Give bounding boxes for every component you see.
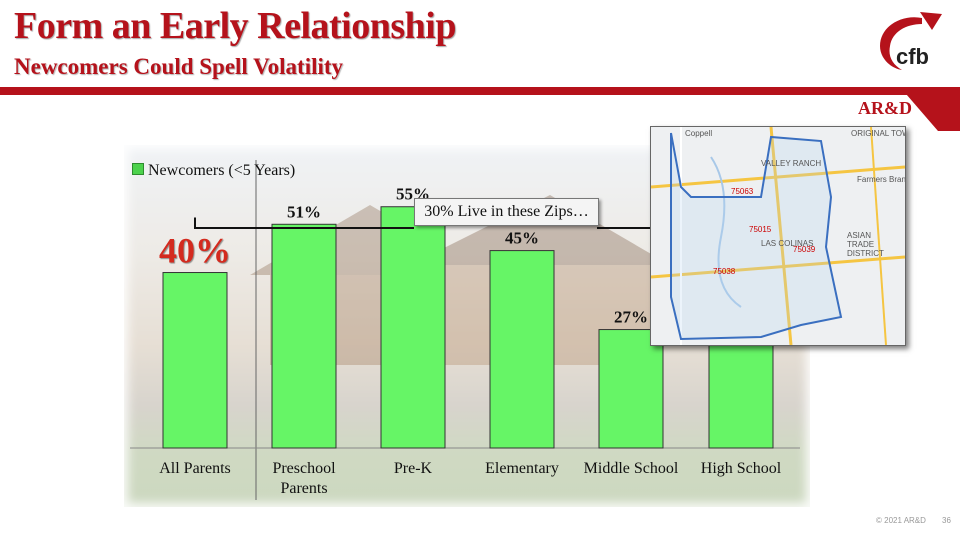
map-label: ORIGINAL TOWN xyxy=(851,129,905,138)
ard-logo: AR&D xyxy=(858,98,912,118)
bar-pre-k xyxy=(380,206,446,449)
bar-elementary xyxy=(489,250,555,449)
map-label: 75039 xyxy=(793,245,816,254)
header-rule xyxy=(0,87,960,95)
map-label: Coppell xyxy=(685,129,713,138)
callout-connector xyxy=(194,217,414,229)
copyright: © 2021 AR&D xyxy=(876,516,926,525)
legend-swatch xyxy=(132,163,144,175)
x-tick-label: Preschool xyxy=(272,460,336,477)
bar-preschool-parents xyxy=(271,223,337,449)
map-label: 75063 xyxy=(731,187,754,196)
chart-legend: Newcomers (<5 Years) xyxy=(132,162,295,180)
map-label: LAS COLINAS xyxy=(761,239,814,248)
map-label: Farmers Branch xyxy=(857,175,906,184)
legend-label: Newcomers (<5 Years) xyxy=(148,162,296,179)
x-tick-label: Pre-K xyxy=(394,460,433,477)
cfb-logo: cfb xyxy=(880,12,942,70)
bar-all-parents xyxy=(162,272,228,449)
zip-callout: 30% Live in these Zips… xyxy=(414,198,599,226)
x-tick-label: High School xyxy=(701,460,782,477)
x-tick-label: Parents xyxy=(280,480,327,497)
map-label: 75015 xyxy=(749,225,772,234)
map-label: VALLEY RANCH xyxy=(761,159,822,168)
page-subtitle: Newcomers Could Spell Volatility xyxy=(14,54,344,79)
map-label: 75038 xyxy=(713,267,736,276)
bar-high-school xyxy=(708,329,774,449)
map-graphic xyxy=(651,127,905,345)
bar-middle-school xyxy=(598,329,664,449)
header-swoosh xyxy=(900,87,960,131)
x-tick-label: All Parents xyxy=(159,460,231,477)
value-label: 40% xyxy=(159,231,231,271)
zip-map: Coppell VALLEY RANCH Farmers Branch 7506… xyxy=(650,126,906,346)
value-label: 45% xyxy=(505,229,539,248)
value-label: 51% xyxy=(287,202,321,221)
x-tick-label: Middle School xyxy=(584,460,679,477)
page-number: 36 xyxy=(942,516,951,525)
logo-text: cfb xyxy=(896,44,929,69)
page-title: Form an Early Relationship xyxy=(14,5,456,47)
map-label: ASIAN TRADE DISTRICT xyxy=(847,231,884,258)
value-label: 27% xyxy=(614,308,648,327)
x-tick-label: Elementary xyxy=(485,460,559,477)
